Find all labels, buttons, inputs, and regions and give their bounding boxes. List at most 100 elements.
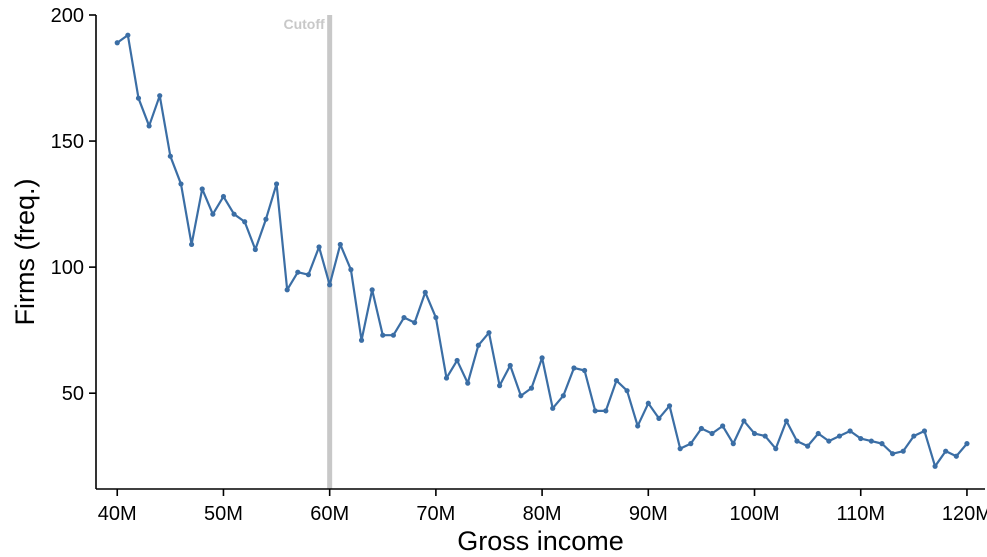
data-point [805,443,811,449]
data-point [518,393,524,399]
y-axis-title: Firms (freq.) [10,179,40,326]
data-point [401,314,407,321]
data-point [741,418,747,424]
data-point [794,438,800,444]
data-point [730,441,736,447]
data-point [412,319,418,326]
data-point [263,216,269,222]
data-point [550,405,556,411]
data-point [125,32,131,38]
data-point [953,453,959,459]
data-point [666,403,673,409]
data-point [624,388,630,394]
data-point [943,448,949,454]
data-point [390,332,396,338]
data-point [369,287,375,293]
x-tick-label: 110M [836,503,885,525]
x-tick-label: 90M [629,503,668,525]
data-point [358,337,365,343]
data-point [858,435,864,442]
x-tick-label: 70M [416,503,455,525]
data-point [316,244,322,250]
x-tick-label: 100M [730,503,780,525]
data-point [178,181,184,187]
data-point [273,181,280,187]
data-point [889,451,896,457]
x-tick-label: 120M [942,503,987,525]
data-point [964,441,970,447]
data-point [348,267,354,273]
data-point [688,441,694,447]
data-point [284,287,290,293]
data-point [210,211,216,217]
data-point [592,408,598,414]
data-point [167,153,173,159]
x-axis-title: Gross income [457,526,624,556]
data-point [135,95,142,101]
data-point [709,430,715,437]
data-point [443,375,450,381]
data-point [571,365,577,371]
data-point [327,282,333,288]
data-point [475,342,481,348]
data-point [932,463,938,469]
data-point [826,438,832,444]
data-point [295,269,301,275]
data-point [656,415,662,422]
y-tick-label: 100 [51,257,84,279]
data-point [199,186,205,192]
data-point [847,428,853,434]
data-point [645,400,651,406]
data-point [879,441,885,447]
data-point [773,446,779,452]
data-point [698,425,705,432]
data-point [220,193,227,200]
data-point [337,241,343,248]
data-point [380,332,386,338]
x-tick-label: 40M [98,503,137,525]
data-point [305,272,312,278]
data-point [157,93,163,99]
data-point [921,428,928,434]
data-point [497,383,503,389]
data-point [507,362,513,369]
x-tick-label: 50M [204,503,243,525]
x-tick-label: 60M [310,503,349,525]
x-axis-ticks: 40M 50M 60M 70M 80M 90M 100M 110M 120M [98,489,987,525]
data-point [613,377,620,384]
data-point [528,385,535,391]
series-line-group [114,32,970,469]
cutoff-label: Cutoff [283,16,325,32]
data-point [146,123,152,129]
data-point [454,357,460,364]
data-point [581,367,588,374]
data-point [815,430,821,437]
x-tick-label: 80M [523,503,562,525]
data-point [720,423,726,429]
y-tick-label: 200 [51,5,84,27]
data-point [465,380,471,386]
data-point [560,393,566,399]
data-point [868,438,874,444]
data-point [433,314,439,321]
series-line [116,34,968,468]
data-point [422,289,428,295]
axes: 40M 50M 60M 70M 80M 90M 100M 110M 120M 50 100 150 2… [51,5,987,525]
data-point [900,448,906,454]
data-point [911,433,917,439]
data-point [635,423,641,429]
data-point [677,446,683,452]
y-axis-ticks: 50 100 150 200 [51,5,96,405]
y-tick-label: 50 [62,383,84,405]
data-point [783,418,789,424]
cutoff-marker: Cutoff [283,15,333,489]
data-point [751,430,758,437]
data-point [114,40,120,46]
data-point [252,246,258,253]
data-point [836,433,843,439]
data-point [603,408,609,414]
data-point [231,211,237,217]
data-point [539,355,545,361]
data-point [188,241,195,248]
